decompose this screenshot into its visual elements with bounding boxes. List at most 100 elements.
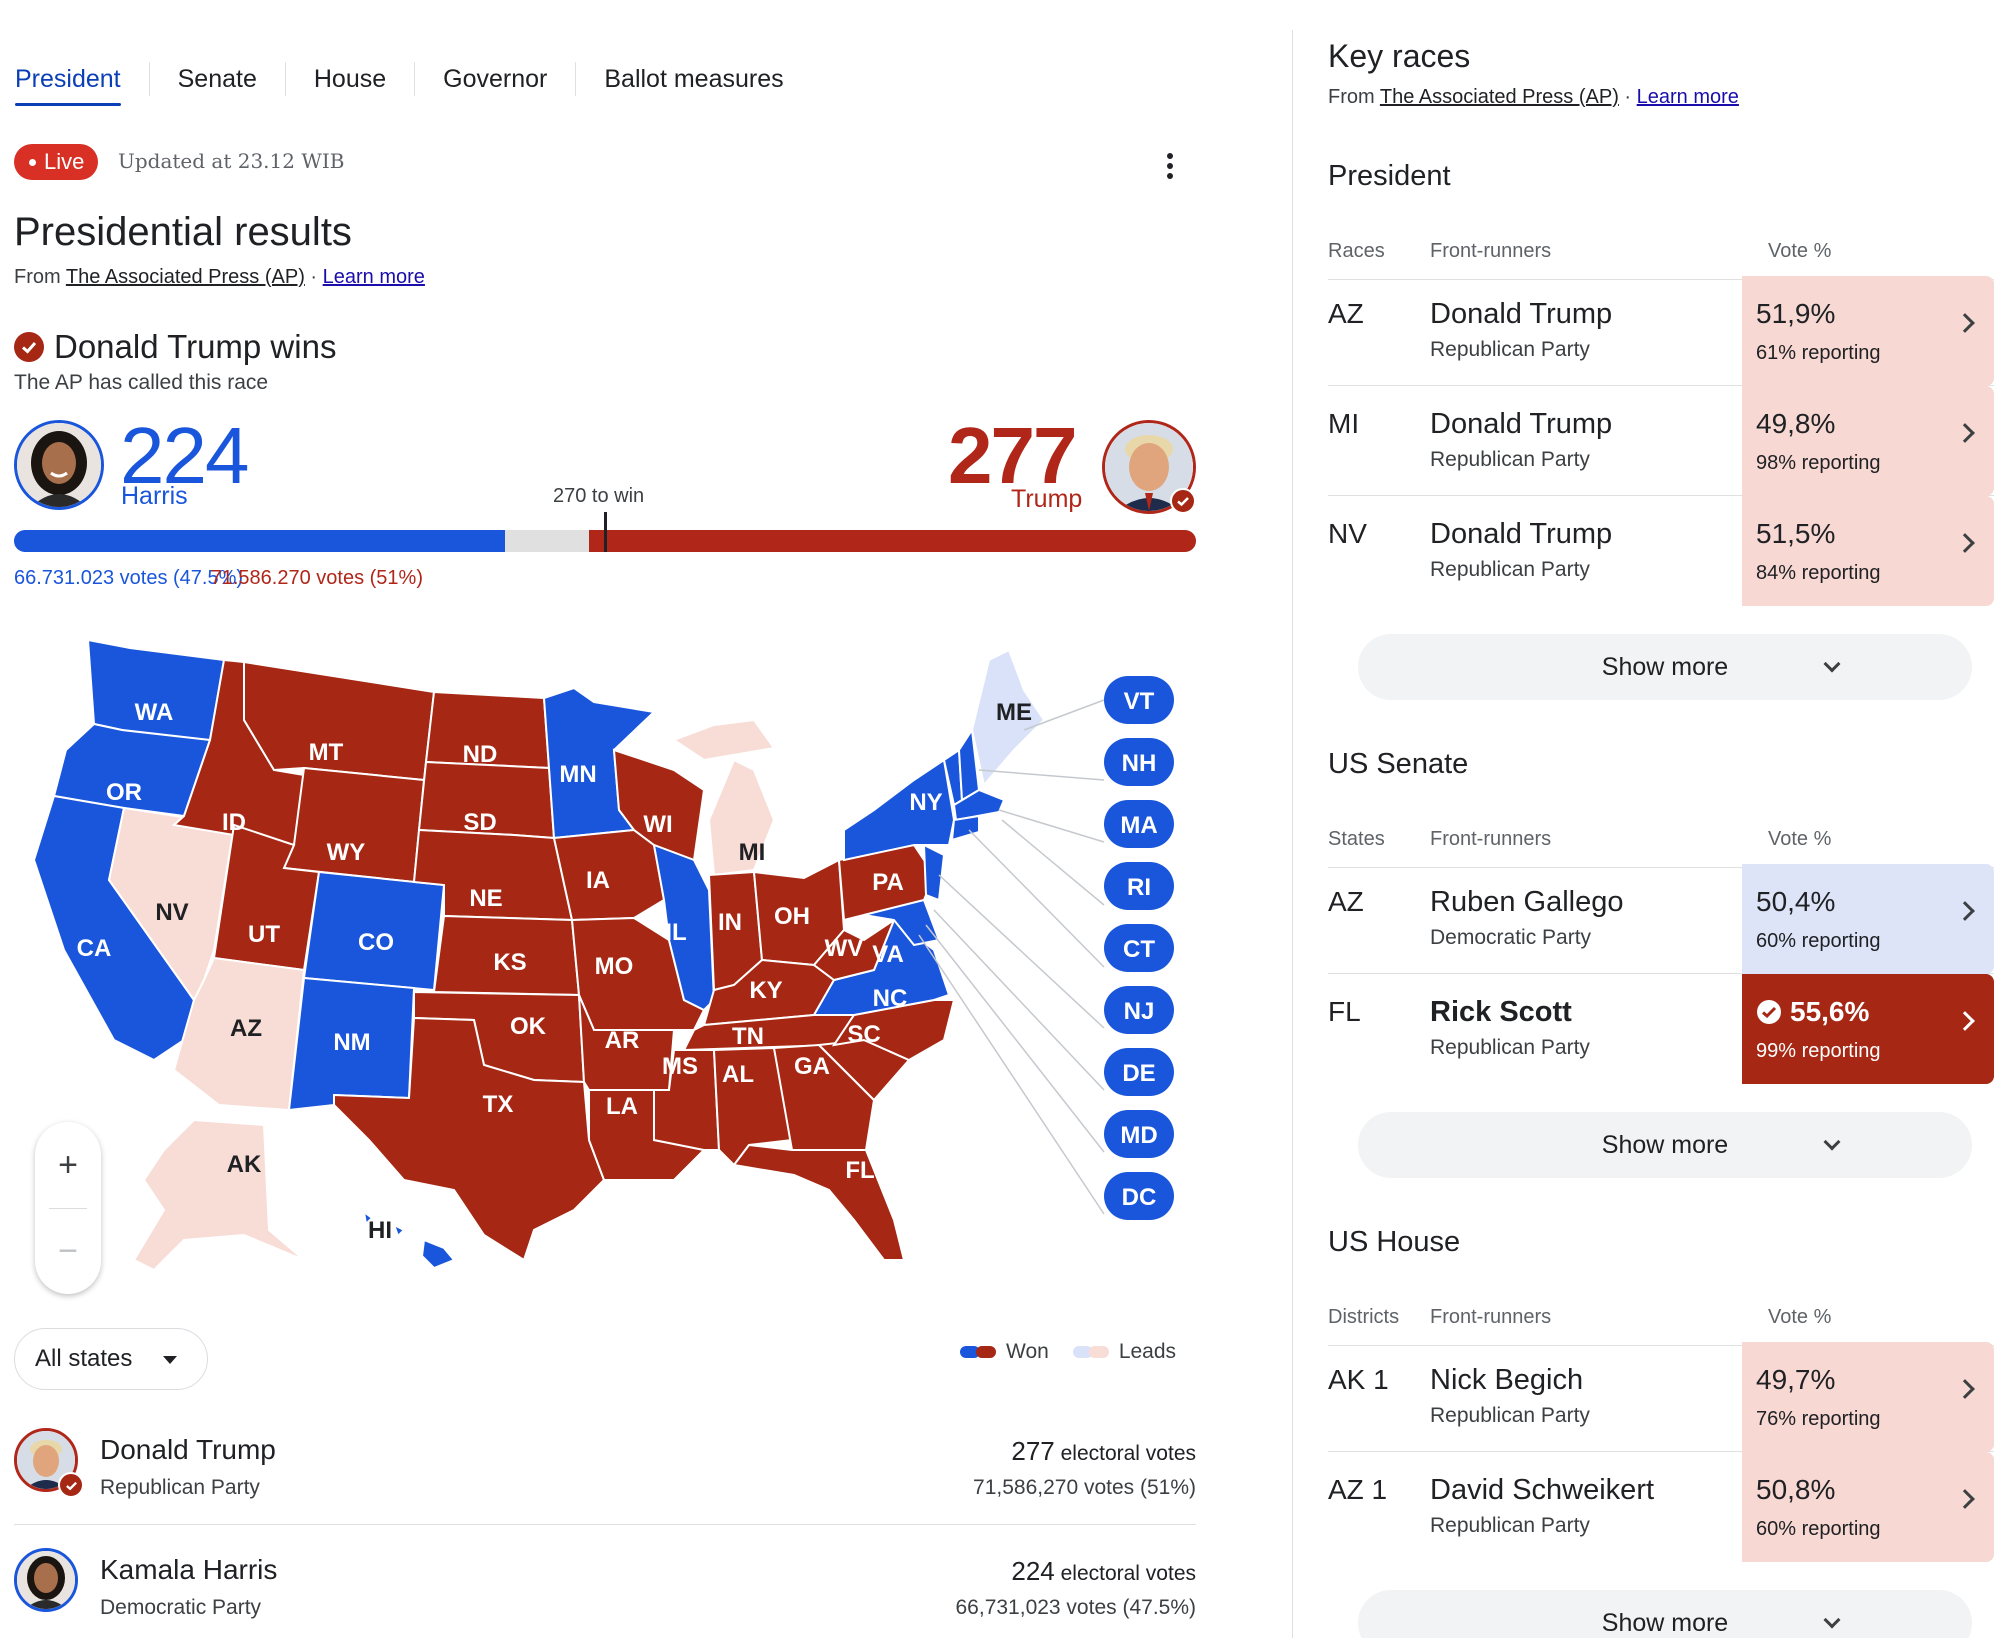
race-row[interactable]: NV Donald Trump Republican Party 51,5% 84% r… xyxy=(1328,496,1994,606)
tab-president[interactable]: President xyxy=(15,65,149,106)
tab-divider xyxy=(575,62,577,96)
live-badge: Live xyxy=(14,144,99,180)
map-label-ms: MS xyxy=(662,1053,698,1080)
candidate-popular-votes: 66,731,023 votes (47.5%) xyxy=(955,1596,1197,1619)
state-MI[interactable] xyxy=(671,718,776,877)
race-code: AK 1 xyxy=(1328,1364,1389,1395)
winner-text: Donald Trump wins xyxy=(54,328,337,365)
map-label-wi: WI xyxy=(643,811,672,838)
candidate-popular-votes: 71,586,270 votes (51%) xyxy=(973,1476,1196,1499)
race-row[interactable]: AZ 1 David Schweikert Republican Party 50,8… xyxy=(1328,1452,1994,1562)
chevron-down-icon xyxy=(1823,655,1841,673)
zoom-in-button[interactable]: + xyxy=(58,1145,78,1184)
show-more-button[interactable]: Show more xyxy=(1358,1112,1972,1178)
front-runner-name: Nick Begich xyxy=(1430,1364,1584,1396)
state-badge-md[interactable]: MD xyxy=(1104,1110,1174,1158)
column-divider xyxy=(1292,30,1293,1638)
state-badge-dc[interactable]: DC xyxy=(1104,1172,1174,1220)
tab-senate[interactable]: Senate xyxy=(177,64,257,93)
section-title-senate: US Senate xyxy=(1328,748,1469,780)
race-called-text: The AP has called this race xyxy=(14,371,269,394)
state-badge-vt[interactable]: VT xyxy=(1104,676,1174,724)
map-zoom-control: + − xyxy=(35,1122,101,1294)
show-more-button[interactable]: Show more xyxy=(1358,634,1972,700)
state-badge-label: MA xyxy=(1120,812,1157,839)
front-runner-name: Donald Trump xyxy=(1430,408,1613,440)
winner-banner: Donald Trump wins xyxy=(14,328,336,366)
state-GA[interactable] xyxy=(772,1043,876,1151)
state-ME[interactable] xyxy=(970,648,1046,788)
map-label-wv: WV xyxy=(825,935,864,962)
vote-cell: 51,9% 61% reporting xyxy=(1742,276,1994,386)
vote-pct: 50,4% xyxy=(1756,886,1836,917)
source-link[interactable]: The Associated Press (AP) xyxy=(65,266,305,288)
candidate-electoral-votes: 224 electoral votes xyxy=(1011,1556,1196,1586)
state-AK[interactable] xyxy=(132,1118,305,1272)
race-row[interactable]: FL Rick Scott Republican Party 55,6% 99% rep… xyxy=(1328,974,1994,1084)
legend-leads-label: Leads xyxy=(1118,1340,1177,1363)
tab-divider xyxy=(148,62,150,96)
state-badge-ma[interactable]: MA xyxy=(1104,800,1174,848)
map-label-ks: KS xyxy=(493,949,526,976)
learn-more-link[interactable]: Learn more xyxy=(1636,86,1739,108)
reporting-pct: 60% reporting xyxy=(1756,1518,1881,1540)
more-options-icon[interactable] xyxy=(1152,148,1188,184)
check-icon xyxy=(14,332,44,362)
front-runner-party: Democratic Party xyxy=(1430,926,1592,949)
source-link[interactable]: The Associated Press (AP) xyxy=(1379,86,1619,108)
all-states-label: All states xyxy=(35,1345,133,1372)
state-IL[interactable] xyxy=(652,843,716,1012)
all-states-dropdown[interactable]: All states xyxy=(14,1328,208,1390)
state-badge-nh[interactable]: NH xyxy=(1104,738,1174,786)
state-HI[interactable] xyxy=(362,1209,456,1270)
vote-cell: 55,6% 99% reporting xyxy=(1742,974,1994,1084)
reporting-pct: 84% reporting xyxy=(1756,562,1881,584)
race-row[interactable]: AK 1 Nick Begich Republican Party 49,7% 76% … xyxy=(1328,1342,1994,1452)
state-MA[interactable] xyxy=(952,788,1006,822)
chevron-down-icon xyxy=(1823,1611,1841,1629)
tab-ballot-measures[interactable]: Ballot measures xyxy=(604,64,784,93)
state-badge-nj[interactable]: NJ xyxy=(1104,986,1174,1034)
race-row[interactable]: AZ Donald Trump Republican Party 51,9% 61% r… xyxy=(1328,276,1994,386)
tab-house[interactable]: House xyxy=(313,64,387,93)
state-badge-label: VT xyxy=(1124,688,1155,715)
us-electoral-map[interactable]: WA OR CA NV ID MT WY UT AZ CO NM ND SD N… xyxy=(14,620,1194,1280)
tab-divider xyxy=(284,62,286,96)
state-NJ[interactable] xyxy=(922,843,946,902)
key-races-source: From The Associated Press (AP) · Learn m… xyxy=(1328,86,1739,109)
candidate-row-trump[interactable]: Donald Trump Republican Party 277 electo… xyxy=(14,1420,1196,1528)
chevron-right-icon xyxy=(1955,533,1975,553)
zoom-divider xyxy=(49,1208,87,1209)
state-MD[interactable] xyxy=(863,898,941,947)
race-row[interactable]: MI Donald Trump Republican Party 49,8% 98% r… xyxy=(1328,386,1994,496)
chevron-right-icon xyxy=(1955,423,1975,443)
front-runner-name: David Schweikert xyxy=(1430,1474,1655,1506)
reporting-pct: 60% reporting xyxy=(1756,930,1881,952)
harris-avatar xyxy=(14,420,104,510)
check-circle-icon xyxy=(1757,1000,1781,1024)
show-more-button[interactable]: Show more xyxy=(1358,1590,1972,1638)
updated-timestamp: Updated at 23.12 WIB xyxy=(118,149,345,173)
state-badge-label: NH xyxy=(1122,750,1157,777)
zoom-out-button[interactable]: − xyxy=(58,1231,78,1270)
col-races: Races xyxy=(1328,240,1385,262)
state-badge-ri[interactable]: RI xyxy=(1104,862,1174,910)
learn-more-link[interactable]: Learn more xyxy=(322,266,425,288)
trump-progress-fill xyxy=(589,530,1196,552)
state-badge-ct[interactable]: CT xyxy=(1104,924,1174,972)
state-badge-de[interactable]: DE xyxy=(1104,1048,1174,1096)
harris-name: Harris xyxy=(121,482,188,510)
map-label-oh: OH xyxy=(774,903,810,930)
race-code: AZ xyxy=(1328,298,1364,329)
map-label-sd: SD xyxy=(463,809,496,836)
tab-governor[interactable]: Governor xyxy=(443,64,548,93)
page-title: Presidential results xyxy=(14,210,352,254)
from-label: From xyxy=(1328,86,1375,108)
state-FL[interactable] xyxy=(732,1143,906,1261)
state-TX[interactable] xyxy=(333,1016,606,1262)
harris-progress-fill xyxy=(14,530,505,552)
map-label-ky: KY xyxy=(749,977,782,1004)
harris-small-avatar xyxy=(14,1548,78,1612)
race-row[interactable]: AZ Ruben Gallego Democratic Party 50,4% 60% … xyxy=(1328,864,1994,974)
candidate-row-harris[interactable]: Kamala Harris Democratic Party 224 elect… xyxy=(14,1540,1196,1638)
